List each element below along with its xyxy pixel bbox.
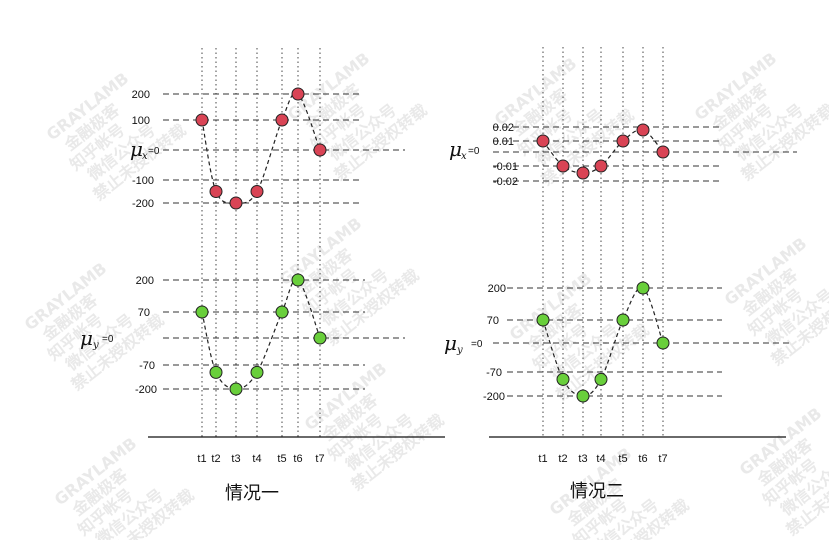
x-points-case-one bbox=[195, 87, 327, 210]
y-tick-label-case-two: 70 bbox=[487, 315, 499, 327]
case-title: 情况二 bbox=[570, 481, 624, 502]
y-point bbox=[195, 305, 209, 319]
time-label: t1 bbox=[197, 453, 206, 465]
y-tick-label-case-one: 70 bbox=[138, 307, 150, 319]
x-point bbox=[229, 196, 243, 210]
time-label: t1 bbox=[538, 453, 547, 465]
x-tick-label-case-one: 200 bbox=[132, 89, 150, 101]
y-tick-label-case-one: -200 bbox=[135, 384, 157, 396]
time-labels-case-two: t1 t2 t3 t4 t5 t6 t7 bbox=[538, 453, 667, 465]
case-title: 情况一 bbox=[225, 483, 279, 504]
y-point bbox=[291, 273, 305, 287]
y-point bbox=[656, 336, 670, 350]
x-tick-label-case-one: 100 bbox=[132, 115, 150, 127]
time-label: t4 bbox=[252, 453, 261, 465]
y-tick-label-case-one: 200 bbox=[136, 275, 154, 287]
y-point bbox=[275, 305, 289, 319]
x-point bbox=[209, 185, 223, 198]
y-tick-label-case-two: -70 bbox=[486, 367, 502, 379]
x-point bbox=[536, 134, 550, 148]
y-tick-label-case-two: 200 bbox=[488, 283, 506, 295]
time-gridlines-case-one bbox=[201, 48, 321, 437]
x-point bbox=[576, 166, 590, 180]
x-point bbox=[636, 123, 650, 137]
y-tick-label-case-one: -70 bbox=[139, 360, 155, 372]
x-tick-label-case-one: -100 bbox=[132, 175, 154, 187]
x-point bbox=[616, 134, 630, 148]
x-point bbox=[556, 159, 570, 173]
time-label: t4 bbox=[596, 453, 605, 465]
x-point bbox=[250, 185, 264, 198]
time-label: t2 bbox=[558, 453, 567, 465]
time-label: t3 bbox=[578, 453, 587, 465]
y-point bbox=[209, 365, 223, 379]
x-tick-lines-case-two bbox=[493, 126, 723, 182]
panel-case-one: 200 100 -100 -200 200 70 -70 -200 μ x =0… bbox=[80, 48, 445, 504]
x-axis-sub-case-two: x bbox=[461, 151, 467, 162]
y-axis-sub-case-one: y bbox=[92, 340, 99, 351]
y-point bbox=[536, 313, 550, 327]
x-point bbox=[656, 145, 670, 159]
y-point bbox=[556, 372, 570, 386]
time-label: t5 bbox=[618, 453, 627, 465]
time-label: t7 bbox=[315, 453, 324, 465]
x-points-case-two bbox=[536, 123, 670, 180]
x-axis-eq-case-two: =0 bbox=[468, 146, 480, 157]
time-labels-case-one: t1 t2 t3 t4 t5 t6 t7 bbox=[197, 453, 324, 465]
time-label: t7 bbox=[658, 453, 667, 465]
time-label: t5 bbox=[277, 453, 286, 465]
time-label: t6 bbox=[293, 453, 302, 465]
x-tick-label-case-one: -200 bbox=[132, 198, 154, 210]
x-point bbox=[275, 113, 289, 127]
y-axis-mu-case-two: μ bbox=[444, 331, 457, 355]
time-label: t6 bbox=[638, 453, 647, 465]
x-tick-label-case-two: -0.02 bbox=[493, 176, 518, 188]
time-label: t2 bbox=[211, 453, 220, 465]
y-point bbox=[313, 331, 327, 345]
x-axis-mu-case-one: μ bbox=[130, 137, 143, 161]
y-tick-label-case-two: -200 bbox=[483, 391, 505, 403]
y-point bbox=[594, 372, 608, 386]
panel-case-two: 0.02 0.01 -0.01 -0.02 200 70 -70 -200 μ … bbox=[444, 47, 797, 502]
x-point bbox=[313, 143, 327, 157]
x-axis-eq-case-one: =0 bbox=[148, 146, 160, 157]
y-point bbox=[616, 313, 630, 327]
y-points-case-one bbox=[195, 273, 327, 396]
y-axis-mu-case-one: μ bbox=[80, 326, 93, 350]
y-point bbox=[250, 365, 264, 379]
x-point bbox=[594, 159, 608, 173]
y-axis-eq-case-one: =0 bbox=[102, 334, 114, 345]
x-tick-label-case-two: 0.01 bbox=[493, 136, 514, 148]
y-point bbox=[576, 389, 590, 403]
x-tick-label-case-two: -0.01 bbox=[493, 161, 518, 173]
x-tick-label-case-two: 0.02 bbox=[493, 122, 514, 134]
y-axis-sub-case-two: y bbox=[456, 345, 463, 356]
y-points-case-two bbox=[536, 281, 670, 403]
x-point bbox=[195, 113, 209, 127]
time-label: t3 bbox=[231, 453, 240, 465]
y-point bbox=[229, 382, 243, 396]
x-axis-sub-case-one: x bbox=[142, 151, 148, 162]
y-point bbox=[636, 281, 650, 295]
x-point bbox=[291, 87, 305, 101]
x-axis-mu-case-two: μ bbox=[449, 137, 462, 161]
y-axis-eq-case-two: =0 bbox=[471, 339, 483, 350]
